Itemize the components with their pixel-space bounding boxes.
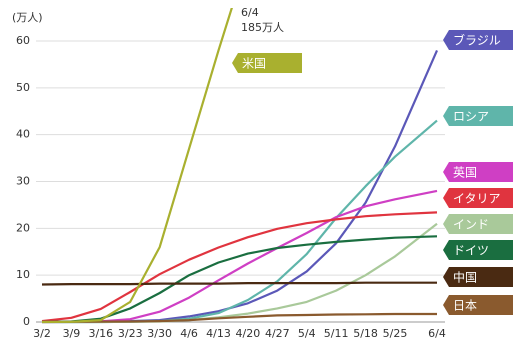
legend-label: ロシア xyxy=(453,110,489,124)
legend-box xyxy=(443,30,513,50)
x-tick-label: 3/2 xyxy=(33,327,51,340)
legend-box xyxy=(443,106,513,126)
legend-label: インド xyxy=(453,218,489,232)
legend-box xyxy=(232,53,302,73)
legend-label: 日本 xyxy=(453,299,477,313)
series-line xyxy=(41,8,233,324)
series-line xyxy=(42,119,438,324)
legend-label: ドイツ xyxy=(453,244,489,258)
y-tick-label: 0 xyxy=(23,315,30,328)
x-tick-label: 5/18 xyxy=(353,327,378,340)
series-line xyxy=(41,281,437,286)
y-axis-label: (万人) xyxy=(12,11,43,24)
x-tick-label: 4/13 xyxy=(206,327,231,340)
series-line xyxy=(41,312,437,323)
series-line xyxy=(42,49,439,324)
x-tick-label: 3/23 xyxy=(118,327,143,340)
legend-label: 中国 xyxy=(453,270,477,285)
legend-label: ブラジル xyxy=(453,33,501,48)
legend-box xyxy=(443,162,513,182)
legend-box xyxy=(443,240,513,260)
legend-label: 英国 xyxy=(453,166,477,180)
annotation: 6/4 xyxy=(241,6,259,19)
y-tick-label: 10 xyxy=(16,268,30,281)
plot-area xyxy=(41,8,439,324)
x-tick-label: 6/4 xyxy=(428,327,446,340)
y-tick-label: 20 xyxy=(16,221,30,234)
x-tick-label: 4/6 xyxy=(180,327,198,340)
x-tick-label: 3/30 xyxy=(147,327,172,340)
y-tick-label: 30 xyxy=(16,175,30,188)
series-line xyxy=(41,211,438,323)
legend-box xyxy=(443,295,513,315)
legend-box xyxy=(443,214,513,234)
x-tick-label: 4/27 xyxy=(265,327,290,340)
x-tick-label: 3/16 xyxy=(88,327,113,340)
legend-label: イタリア xyxy=(453,192,501,206)
y-tick-label: 50 xyxy=(16,81,30,94)
y-tick-label: 60 xyxy=(16,34,30,47)
x-tick-label: 5/11 xyxy=(324,327,349,340)
x-tick-label: 5/4 xyxy=(298,327,316,340)
x-tick-label: 5/25 xyxy=(383,327,408,340)
annotation: 185万人 xyxy=(241,21,284,34)
x-tick-label: 4/20 xyxy=(236,327,261,340)
y-tick-label: 40 xyxy=(16,128,30,141)
legend-box xyxy=(443,267,513,287)
x-tick-label: 3/9 xyxy=(63,327,81,340)
legend-box xyxy=(443,188,513,208)
legend-label: 米国 xyxy=(242,57,266,71)
